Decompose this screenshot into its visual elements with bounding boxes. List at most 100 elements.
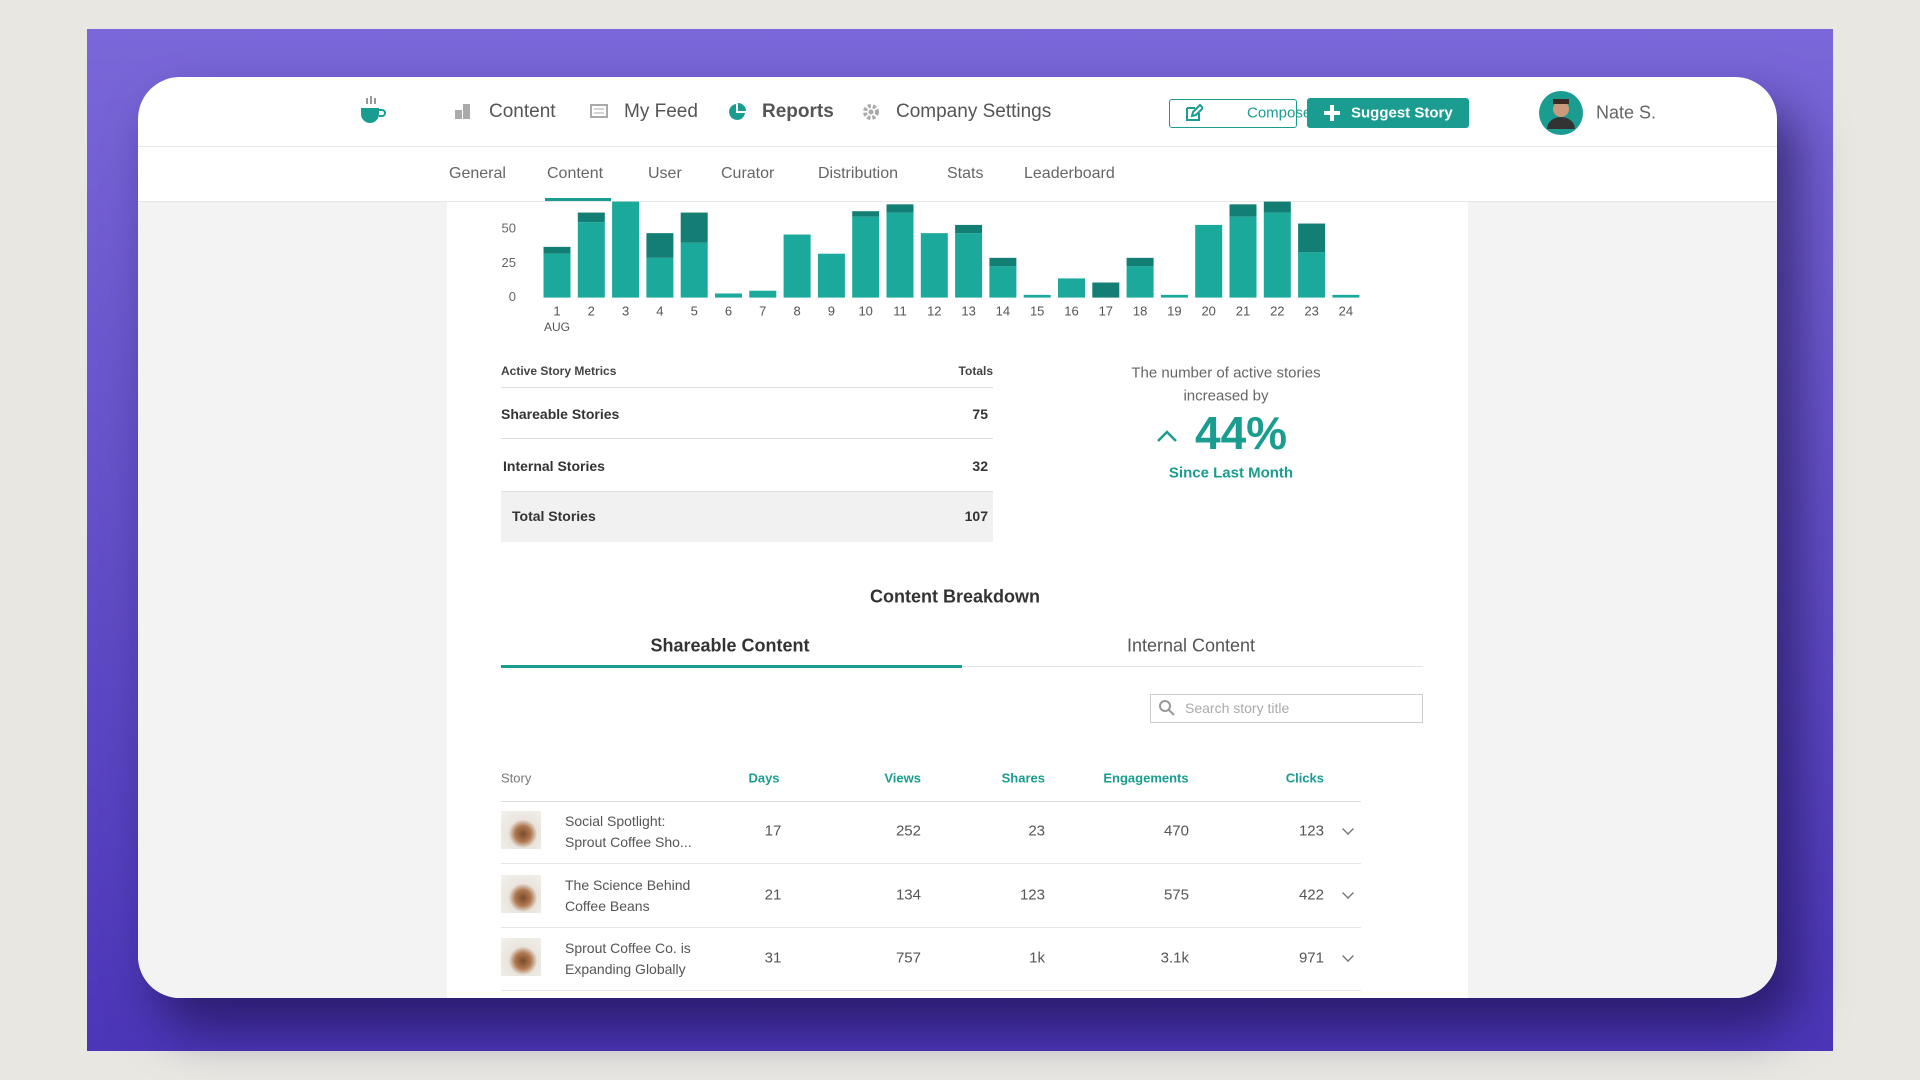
x-tick-label: 6 xyxy=(725,303,732,318)
search-box[interactable] xyxy=(1150,694,1423,723)
bar xyxy=(989,257,1017,267)
total-row xyxy=(501,491,993,542)
cell: 123 xyxy=(1019,886,1045,903)
logo xyxy=(361,96,386,123)
x-tick-label: 12 xyxy=(927,303,941,318)
divider xyxy=(501,387,993,388)
nav-item[interactable]: Reports xyxy=(762,101,834,122)
x-tick-label: 8 xyxy=(793,303,800,318)
bar xyxy=(1126,257,1154,267)
cell: 971 xyxy=(1298,949,1324,967)
x-tick-label: 4 xyxy=(656,303,663,318)
x-tick-label: 22 xyxy=(1270,303,1284,318)
header-border xyxy=(138,146,1777,147)
nav-icon xyxy=(863,104,879,120)
metric-value: 75 xyxy=(972,406,988,422)
story-title[interactable]: The Science Behind xyxy=(565,876,691,893)
nav-icon xyxy=(590,104,608,118)
divider xyxy=(501,863,1361,864)
column-header: Story xyxy=(501,770,532,786)
column-header[interactable]: Engagements xyxy=(1103,770,1189,786)
compose-button[interactable] xyxy=(1169,99,1297,128)
cell: 23 xyxy=(1028,822,1045,840)
x-tick-label: 24 xyxy=(1339,303,1353,318)
divider xyxy=(501,926,1361,928)
subnav-border xyxy=(138,201,1777,202)
x-tick-label: 23 xyxy=(1304,303,1318,318)
story-title[interactable]: Sprout Coffee Co. is xyxy=(565,940,691,956)
x-tick-label: 13 xyxy=(961,303,975,318)
nav-item[interactable]: My Feed xyxy=(624,101,698,122)
column-header[interactable]: Days xyxy=(748,770,780,786)
tab[interactable]: Internal Content xyxy=(1126,635,1256,656)
x-tick-label: 5 xyxy=(691,303,698,318)
section-title: Content Breakdown xyxy=(869,586,1041,607)
metric-value: 107 xyxy=(964,508,988,524)
thumbnail xyxy=(501,938,541,976)
cell: 3.1k xyxy=(1160,949,1189,967)
divider xyxy=(501,438,993,439)
subnav-item[interactable]: General xyxy=(449,165,506,182)
tab[interactable]: Shareable Content xyxy=(650,635,810,656)
x-tick-label: 18 xyxy=(1133,303,1147,318)
subnav-item[interactable]: Stats xyxy=(947,165,984,182)
column-header[interactable]: Views xyxy=(884,770,921,786)
search-placeholder: Search story title xyxy=(1185,700,1290,716)
column-header[interactable]: Shares xyxy=(1001,770,1045,786)
bar xyxy=(783,234,811,298)
bar xyxy=(612,201,640,298)
bar xyxy=(577,222,605,298)
avatar[interactable] xyxy=(1539,91,1583,135)
subnav-item[interactable]: User xyxy=(648,165,682,182)
metric-label: Internal Stories xyxy=(503,458,605,474)
cell: 134 xyxy=(895,886,921,903)
subnav-underline xyxy=(545,198,611,201)
story-title[interactable]: Coffee Beans xyxy=(565,897,650,914)
cell: 17 xyxy=(764,822,782,840)
y-tick-label: 25 xyxy=(502,255,516,270)
bar xyxy=(817,253,845,298)
subnav-item[interactable]: Distribution xyxy=(818,165,899,182)
highlight-text: increased by xyxy=(1183,387,1269,405)
bar xyxy=(886,204,914,213)
bar xyxy=(1229,216,1257,298)
subnav-item[interactable]: Leaderboard xyxy=(1024,165,1115,182)
metric-label: Shareable Stories xyxy=(501,406,620,422)
divider xyxy=(501,801,1361,802)
bar xyxy=(852,216,880,298)
bar xyxy=(1092,282,1120,298)
column-header[interactable]: Clicks xyxy=(1285,770,1324,786)
bar xyxy=(680,242,708,298)
cell: 31 xyxy=(764,949,782,967)
bar xyxy=(577,212,605,223)
bar xyxy=(1263,212,1291,298)
bar xyxy=(680,212,708,243)
highlight-subtitle: Since Last Month xyxy=(1168,464,1294,482)
user-name[interactable]: Nate S. xyxy=(1596,102,1657,123)
cell: 422 xyxy=(1298,886,1324,903)
cell: 21 xyxy=(764,886,782,903)
story-title[interactable]: Social Spotlight: xyxy=(565,813,666,829)
story-title[interactable]: Sprout Coffee Sho... xyxy=(565,834,692,850)
bar xyxy=(1229,204,1257,217)
bar xyxy=(955,233,983,298)
x-tick-label: 3 xyxy=(622,303,629,318)
nav-item[interactable]: Company Settings xyxy=(896,101,1052,122)
subnav-item[interactable]: Curator xyxy=(721,165,775,182)
bar xyxy=(646,257,674,298)
nav-item[interactable]: Content xyxy=(489,101,556,122)
subnav-item[interactable]: Content xyxy=(547,165,604,182)
side-panel xyxy=(1468,202,1777,998)
x-tick-label: 11 xyxy=(893,303,907,318)
story-title[interactable]: Expanding Globally xyxy=(565,961,686,977)
bar xyxy=(543,246,571,254)
x-tick-label: 15 xyxy=(1030,303,1044,318)
x-tick-label: 9 xyxy=(828,303,835,318)
bar xyxy=(543,253,571,298)
tab-line xyxy=(501,666,1423,667)
y-tick-label: 0 xyxy=(509,289,516,304)
bar xyxy=(1023,294,1051,298)
nav-icon xyxy=(455,104,470,119)
cell: 1k xyxy=(1029,949,1045,967)
